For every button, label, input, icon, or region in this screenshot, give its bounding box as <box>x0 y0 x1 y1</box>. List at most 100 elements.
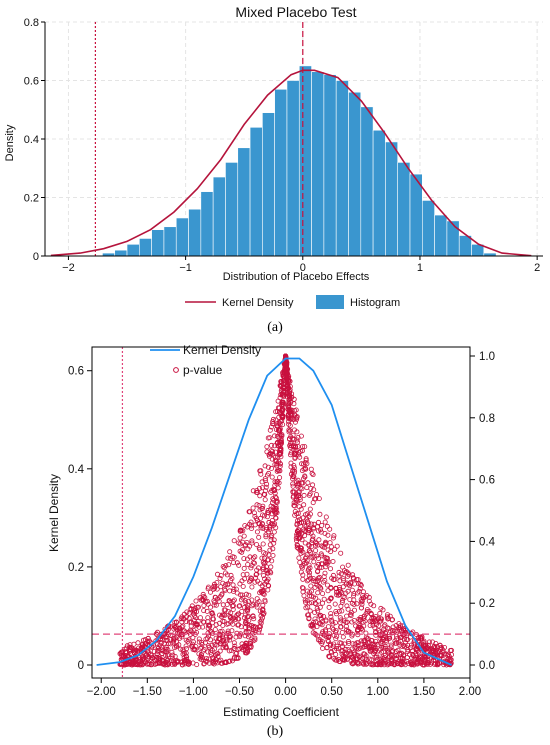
p-value-marker <box>291 470 297 476</box>
p-value-marker <box>221 619 227 625</box>
p-value-marker <box>252 554 258 560</box>
p-value-marker <box>263 532 269 538</box>
p-value-marker <box>279 380 285 386</box>
p-value-marker <box>243 630 249 636</box>
p-value-marker <box>249 540 255 546</box>
panel-b-right-y-tick-label: 0.0 <box>479 660 495 672</box>
p-value-marker <box>241 533 247 539</box>
p-value-marker <box>285 384 291 390</box>
p-value-marker <box>244 643 250 649</box>
p-value-marker <box>303 457 309 463</box>
p-value-marker <box>279 406 285 412</box>
p-value-marker <box>183 637 189 643</box>
panel-b-x-tick-label: 1.00 <box>367 686 389 698</box>
p-value-marker <box>191 628 197 634</box>
p-value-marker <box>372 625 378 631</box>
p-value-marker <box>256 534 262 540</box>
p-value-marker <box>332 620 338 626</box>
p-value-marker <box>287 442 293 448</box>
p-value-marker <box>153 638 159 644</box>
p-value-marker <box>298 569 304 575</box>
p-value-marker <box>249 538 255 544</box>
p-value-marker <box>304 485 310 491</box>
p-value-marker <box>223 645 229 651</box>
p-value-marker <box>315 519 321 525</box>
p-value-marker <box>331 656 337 662</box>
p-value-marker <box>250 488 256 494</box>
p-value-marker <box>278 447 284 453</box>
p-value-marker <box>237 592 243 598</box>
p-value-marker <box>223 563 229 569</box>
p-value-marker <box>355 590 361 596</box>
p-value-marker <box>133 647 139 653</box>
p-value-marker <box>305 526 311 532</box>
panel-a-legend-kernel-label: Kernel Density <box>222 297 294 309</box>
p-value-marker <box>336 646 342 652</box>
p-value-marker <box>377 635 383 641</box>
histogram-bar <box>360 106 374 257</box>
p-value-marker <box>245 608 251 614</box>
panel-a-x-axis-label: Distribution of Placebo Effects <box>223 271 370 283</box>
p-value-marker <box>204 608 210 614</box>
p-value-marker <box>168 641 174 647</box>
p-value-marker <box>205 649 211 655</box>
histogram-bar <box>126 244 140 257</box>
p-value-marker <box>264 444 270 450</box>
p-value-marker <box>288 416 294 422</box>
p-value-marker <box>302 444 308 450</box>
p-value-marker <box>248 639 254 645</box>
p-value-marker <box>226 659 232 665</box>
p-value-marker <box>235 616 241 622</box>
p-value-marker <box>220 644 226 650</box>
p-value-marker <box>208 649 214 655</box>
p-value-marker <box>307 608 313 614</box>
p-value-marker <box>179 634 185 640</box>
p-value-marker <box>311 559 317 565</box>
panel-b-right-y-tick-labels: 0.0 0.2 0.4 0.6 0.8 1.0 <box>479 351 496 672</box>
p-value-marker <box>269 518 275 524</box>
p-value-marker <box>302 599 308 605</box>
p-value-marker <box>177 628 183 634</box>
p-value-marker <box>342 595 348 601</box>
panel-b-left-y-tick-label: 0 <box>78 660 84 672</box>
p-value-marker <box>145 660 151 666</box>
p-value-marker <box>225 581 231 587</box>
p-value-marker <box>358 617 364 623</box>
p-value-marker <box>239 547 245 553</box>
p-value-marker <box>448 652 454 658</box>
p-value-marker <box>308 554 314 560</box>
p-value-marker <box>293 499 299 505</box>
p-value-marker <box>284 375 290 381</box>
p-value-marker <box>435 648 441 654</box>
p-value-marker <box>272 509 278 515</box>
p-value-marker <box>225 628 231 634</box>
p-value-marker <box>267 451 273 457</box>
p-value-marker <box>210 659 216 665</box>
p-value-marker <box>279 413 285 419</box>
p-value-marker <box>251 510 257 516</box>
p-value-marker <box>385 662 391 668</box>
p-value-marker <box>236 562 242 568</box>
p-value-marker <box>290 436 296 442</box>
p-value-marker <box>274 481 280 487</box>
p-value-marker <box>248 641 254 647</box>
p-value-marker <box>302 533 308 539</box>
panel-a-x-tick-label: 2 <box>534 262 540 274</box>
p-value-marker <box>244 621 250 627</box>
panel-a-y-tick-label: 0.2 <box>24 193 39 205</box>
panel-a-y-tick-label: 0.8 <box>24 17 39 29</box>
p-value-marker <box>297 494 303 500</box>
p-value-marker <box>236 622 242 628</box>
p-value-marker <box>350 661 356 667</box>
p-value-marker <box>310 482 316 488</box>
p-value-marker <box>414 661 420 667</box>
p-value-marker <box>190 639 196 645</box>
p-value-marker <box>231 640 237 646</box>
p-value-marker <box>346 628 352 634</box>
p-value-marker <box>258 617 264 623</box>
p-value-marker <box>214 651 220 657</box>
panel-a-axes <box>41 21 543 260</box>
p-value-marker <box>269 532 275 538</box>
p-value-marker <box>244 556 250 562</box>
p-value-marker <box>217 636 223 642</box>
